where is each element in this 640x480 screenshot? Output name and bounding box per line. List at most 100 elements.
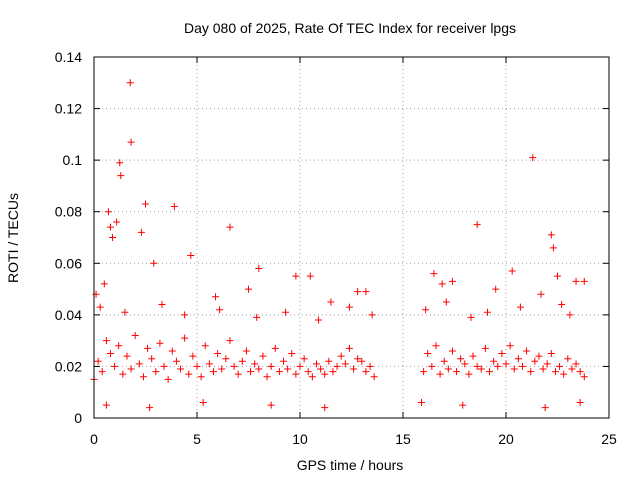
data-point <box>327 298 335 306</box>
data-point <box>306 272 314 280</box>
data-point <box>448 347 456 355</box>
data-point <box>440 357 448 365</box>
data-point <box>226 223 234 231</box>
data-point <box>547 350 555 358</box>
data-point <box>317 365 325 373</box>
data-point <box>259 352 267 360</box>
chart-title: Day 080 of 2025, Rate Of TEC Index for r… <box>184 20 516 36</box>
data-point <box>531 357 539 365</box>
data-point <box>430 270 438 278</box>
data-point <box>123 352 131 360</box>
data-point <box>428 362 436 370</box>
data-point <box>212 293 220 301</box>
data-point <box>436 370 444 378</box>
data-point <box>181 334 189 342</box>
data-point <box>280 357 288 365</box>
y-tick-label: 0 <box>74 410 82 426</box>
data-point <box>333 362 341 370</box>
data-point <box>467 313 475 321</box>
data-point <box>556 362 564 370</box>
data-point <box>271 344 279 352</box>
data-point <box>148 355 156 363</box>
data-point <box>498 350 506 358</box>
data-point <box>197 373 205 381</box>
data-point <box>117 172 125 180</box>
data-point <box>329 368 337 376</box>
data-points <box>90 79 588 412</box>
data-point <box>510 365 518 373</box>
axis-ticks: 0 0.02 0.04 0.06 0.08 0.1 0.12 0.14 0 5 10 15 20 25 <box>55 49 617 447</box>
data-point <box>238 357 246 365</box>
data-point <box>127 138 135 146</box>
x-tick-label: 20 <box>498 431 514 447</box>
data-point <box>368 311 376 319</box>
data-point <box>502 360 510 368</box>
data-point <box>518 362 526 370</box>
data-point <box>135 360 143 368</box>
data-point <box>492 285 500 293</box>
data-point <box>514 355 522 363</box>
data-point <box>453 368 461 376</box>
data-point <box>366 362 374 370</box>
data-point <box>566 311 574 319</box>
data-point <box>473 362 481 370</box>
data-point <box>465 370 473 378</box>
data-point <box>168 347 176 355</box>
y-axis-label: ROTI / TECUs <box>5 193 21 283</box>
data-point <box>308 373 316 381</box>
data-point <box>469 352 477 360</box>
data-point <box>201 342 209 350</box>
data-point <box>146 404 154 412</box>
data-point <box>164 375 172 383</box>
data-point <box>551 368 559 376</box>
data-point <box>199 399 207 407</box>
data-point <box>558 301 566 309</box>
data-point <box>490 357 498 365</box>
data-point <box>104 208 112 216</box>
data-point <box>292 370 300 378</box>
data-point <box>131 331 139 339</box>
data-point <box>222 355 230 363</box>
data-point <box>216 306 224 314</box>
data-point <box>116 159 124 167</box>
data-point <box>345 344 353 352</box>
data-point <box>457 355 465 363</box>
y-tick-label: 0.14 <box>55 49 82 65</box>
data-point <box>523 347 531 355</box>
data-point <box>214 350 222 358</box>
data-point <box>481 344 489 352</box>
data-point <box>362 368 370 376</box>
data-point <box>554 272 561 280</box>
data-point <box>362 288 370 296</box>
x-tick-label: 0 <box>90 431 98 447</box>
data-point <box>119 370 127 378</box>
data-point <box>102 337 110 345</box>
data-point <box>106 350 114 358</box>
data-point <box>296 362 304 370</box>
data-point <box>543 360 551 368</box>
data-point <box>100 280 108 288</box>
data-point <box>218 365 226 373</box>
data-point <box>181 311 189 319</box>
y-tick-label: 0.04 <box>55 307 82 323</box>
data-point <box>461 360 469 368</box>
data-point <box>115 342 123 350</box>
data-point <box>106 223 114 231</box>
data-point <box>177 365 185 373</box>
data-point <box>234 370 242 378</box>
data-point <box>541 404 549 412</box>
data-point <box>494 362 502 370</box>
data-point <box>253 313 261 321</box>
data-point <box>189 352 197 360</box>
data-point <box>350 365 358 373</box>
data-point <box>560 370 568 378</box>
data-point <box>321 370 329 378</box>
x-tick-label: 10 <box>292 431 308 447</box>
data-point <box>358 357 366 365</box>
data-point <box>288 350 296 358</box>
data-point <box>312 360 320 368</box>
data-point <box>422 306 430 314</box>
data-point <box>150 259 158 267</box>
data-point <box>442 298 450 306</box>
plot-frame <box>93 56 610 419</box>
